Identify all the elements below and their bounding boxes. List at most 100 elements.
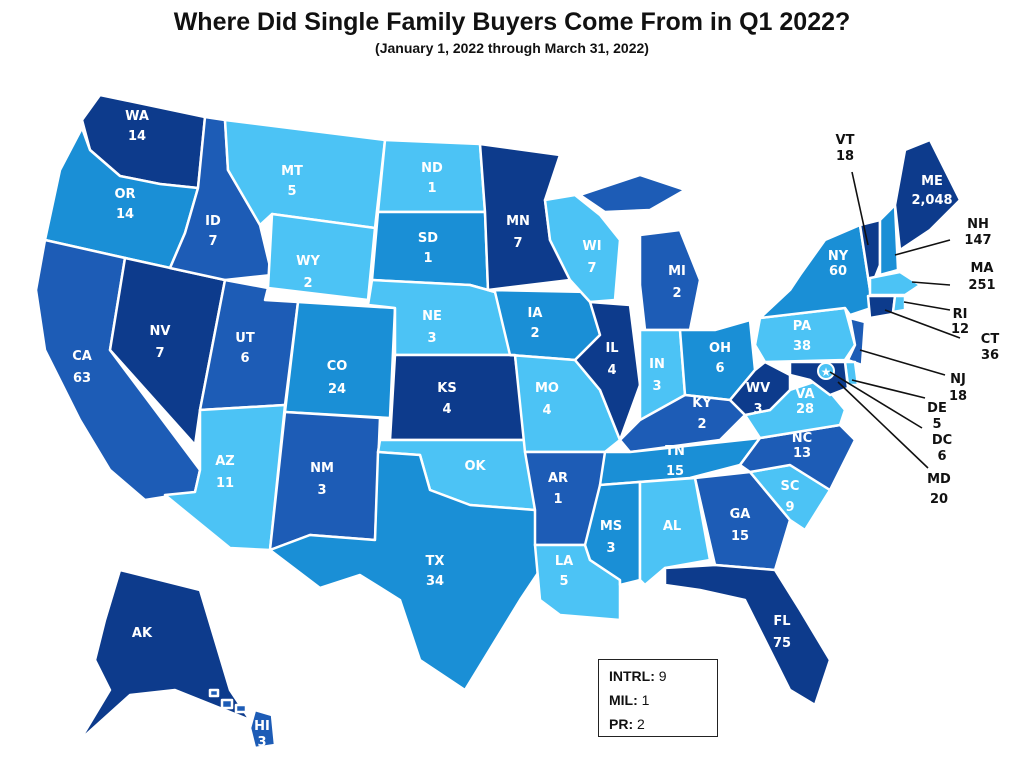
- label-ne-value: 3: [427, 331, 436, 346]
- label-va-abbr: VA: [795, 387, 814, 402]
- state-co[interactable]: [283, 300, 397, 420]
- state-ks[interactable]: [388, 353, 527, 442]
- state-nm[interactable]: [268, 410, 382, 552]
- label-mt-abbr: MT: [281, 164, 303, 179]
- ext-ri-abbr: RI: [953, 307, 968, 322]
- arrow-ct: [884, 309, 961, 339]
- ext-nj-value: 18: [949, 389, 967, 404]
- dc-star-marker: ★: [817, 362, 835, 380]
- state-ma[interactable]: [868, 270, 922, 297]
- ext-md-value: 20: [930, 492, 948, 507]
- ext-dc-value: 6: [937, 449, 946, 464]
- label-nc-abbr: NC: [792, 431, 812, 446]
- label-ia-abbr: IA: [528, 306, 543, 321]
- label-wi-value: 7: [587, 261, 596, 276]
- label-oh-value: 6: [715, 361, 724, 376]
- label-ne-abbr: NE: [422, 309, 442, 324]
- pr-value: 2: [637, 716, 645, 732]
- arrow-nj: [859, 349, 946, 376]
- pr-row: PR: 2: [609, 712, 707, 736]
- intrl-row: INTRL: 9: [609, 664, 707, 688]
- ext-ct-value: 36: [981, 348, 999, 363]
- ext-de-value: 5: [932, 417, 941, 432]
- ext-md-abbr: MD: [927, 472, 951, 487]
- label-tx-value: 34: [426, 574, 444, 589]
- label-ak-abbr: AK: [132, 626, 153, 641]
- label-az-value: 11: [216, 476, 234, 491]
- label-tn-value: 15: [666, 464, 684, 479]
- state-ct[interactable]: [866, 294, 897, 320]
- label-tn-abbr: TN: [665, 444, 685, 459]
- state-ri[interactable]: [891, 294, 907, 314]
- other-origins-box: INTRL: 9 MIL: 1 PR: 2: [598, 659, 718, 737]
- label-pa-value: 38: [793, 339, 811, 354]
- label-sc-abbr: SC: [781, 479, 800, 494]
- label-sc-value: 9: [785, 500, 794, 515]
- state-nd[interactable]: [376, 138, 487, 214]
- label-va-value: 28: [796, 402, 814, 417]
- label-ar-value: 1: [553, 492, 562, 507]
- state-il[interactable]: [573, 300, 642, 442]
- state-labels: WA 14 OR 14 CA 63 NV 7 ID 7 MT 5 WY 2 UT…: [72, 109, 952, 750]
- state-tx[interactable]: [268, 450, 542, 692]
- state-wv[interactable]: [728, 360, 792, 417]
- label-la-value: 5: [559, 574, 568, 589]
- label-hi-abbr: HI: [254, 719, 270, 734]
- state-wi[interactable]: [543, 193, 622, 304]
- label-al-abbr: AL: [663, 519, 681, 534]
- label-nm-value: 3: [317, 483, 326, 498]
- label-nd-value: 1: [427, 181, 436, 196]
- state-ak[interactable]: [78, 568, 252, 742]
- state-ga[interactable]: [693, 470, 792, 572]
- label-ny-value: 60: [829, 264, 847, 279]
- label-ca-abbr: CA: [72, 349, 92, 364]
- label-mo-value: 4: [542, 403, 551, 418]
- label-or-abbr: OR: [114, 187, 135, 202]
- label-nv-abbr: NV: [150, 324, 171, 339]
- label-tx-abbr: TX: [426, 554, 445, 569]
- label-mn-value: 7: [513, 236, 522, 251]
- label-ok-abbr: OK: [464, 459, 486, 474]
- label-ga-abbr: GA: [730, 507, 751, 522]
- label-fl-abbr: FL: [773, 614, 790, 629]
- label-la-abbr: LA: [555, 554, 573, 569]
- label-ga-value: 15: [731, 529, 749, 544]
- state-fl[interactable]: [663, 563, 832, 707]
- label-in-abbr: IN: [649, 357, 665, 372]
- label-il-abbr: IL: [605, 341, 618, 356]
- intrl-label: INTRL:: [609, 668, 655, 684]
- label-mt-value: 5: [287, 184, 296, 199]
- arrow-dc: [829, 371, 923, 429]
- label-nd-abbr: ND: [421, 161, 443, 176]
- label-me-abbr: ME: [921, 174, 943, 189]
- label-nm-abbr: NM: [310, 461, 334, 476]
- label-ks-value: 4: [442, 402, 451, 417]
- state-nh[interactable]: [878, 203, 900, 277]
- label-ms-abbr: MS: [600, 519, 622, 534]
- ext-ct-abbr: CT: [981, 332, 1000, 347]
- label-ar-abbr: AR: [548, 471, 568, 486]
- state-hi[interactable]: [208, 688, 277, 750]
- state-me[interactable]: [893, 138, 962, 252]
- state-wy[interactable]: [266, 212, 377, 302]
- ext-nh-value: 147: [964, 233, 991, 248]
- label-mn-abbr: MN: [506, 214, 530, 229]
- ext-ma-value: 251: [968, 278, 995, 293]
- pr-label: PR:: [609, 716, 634, 732]
- label-oh-abbr: OH: [709, 341, 731, 356]
- arrow-ri: [903, 301, 951, 311]
- label-ia-value: 2: [530, 326, 539, 341]
- label-sd-abbr: SD: [418, 231, 438, 246]
- arrow-ma: [911, 281, 951, 286]
- label-wy-value: 2: [303, 276, 312, 291]
- label-ky-value: 2: [697, 417, 706, 432]
- mil-row: MIL: 1: [609, 688, 707, 712]
- arrow-de: [851, 379, 926, 399]
- mil-value: 1: [641, 692, 650, 708]
- label-hi-value: 3: [257, 735, 266, 750]
- ext-ma-abbr: MA: [971, 261, 994, 276]
- label-ky-abbr: KY: [692, 396, 712, 411]
- arrow-nh: [894, 239, 951, 256]
- arrow-vt: [851, 171, 869, 246]
